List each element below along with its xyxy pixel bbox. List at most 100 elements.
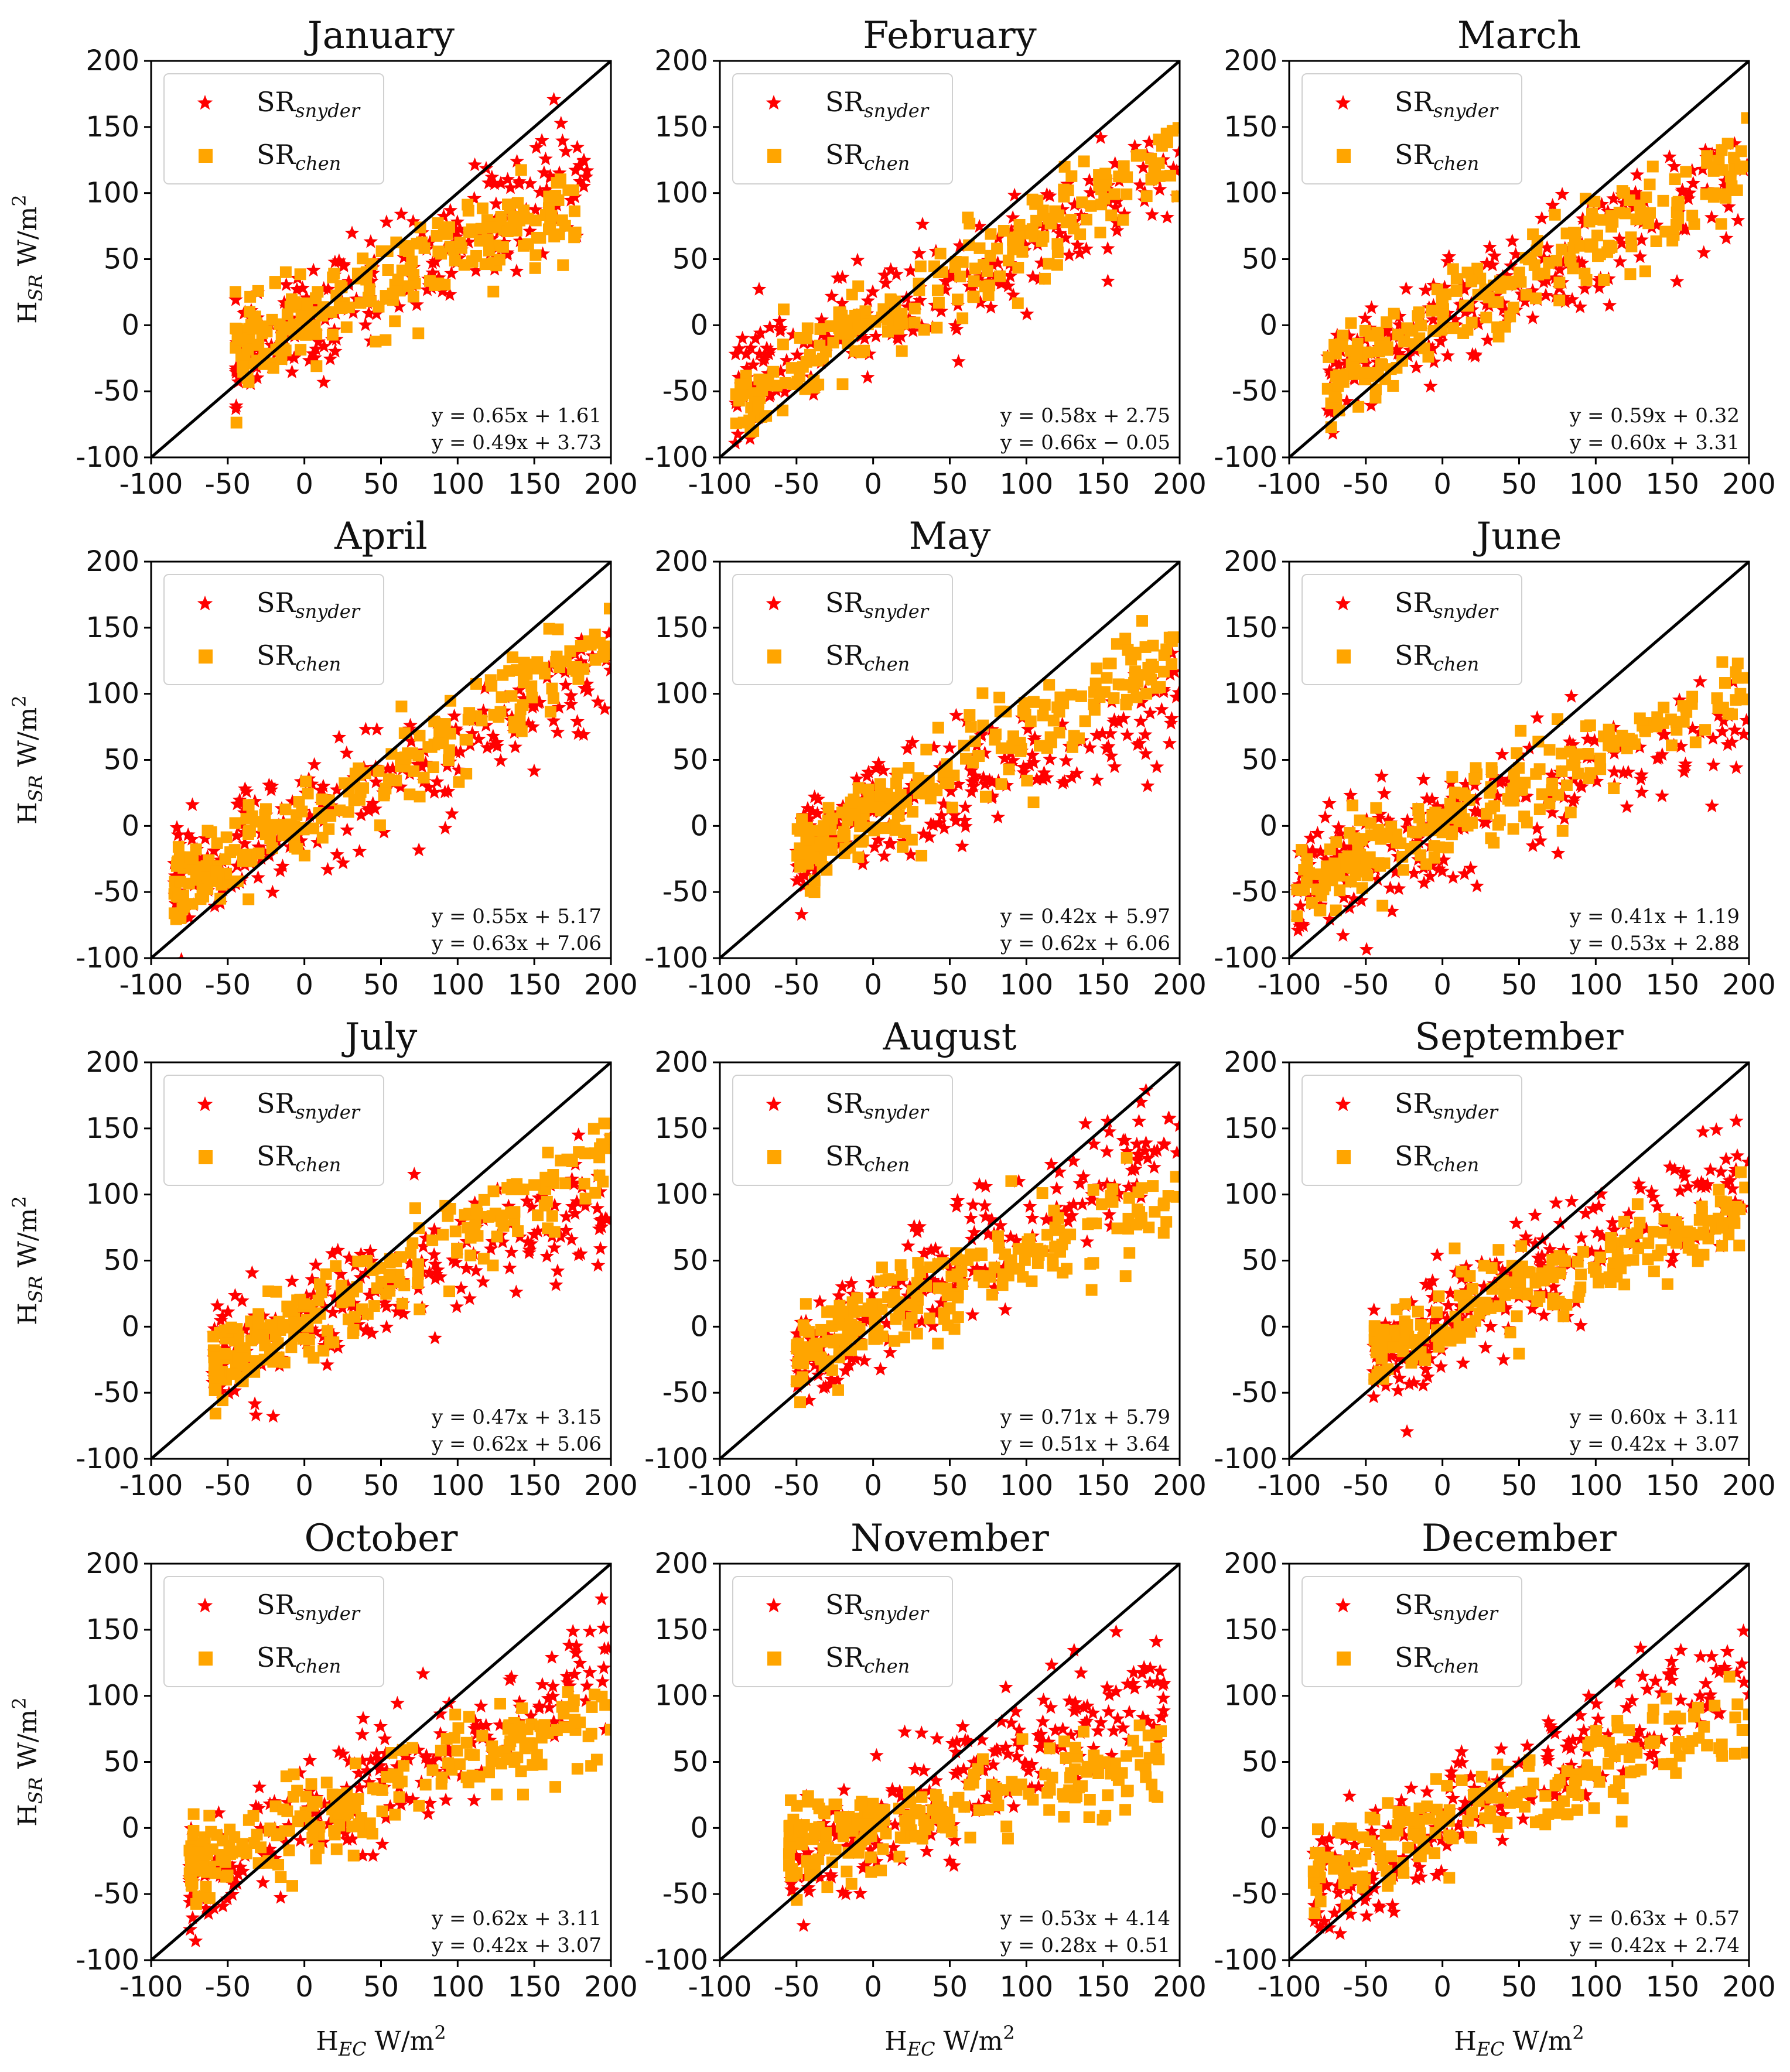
legend-label-chen: SRchen bbox=[257, 1140, 341, 1176]
chen-point bbox=[1027, 796, 1040, 809]
legend-square-icon bbox=[199, 1150, 213, 1164]
snyder-point bbox=[595, 1591, 609, 1605]
snyder-point bbox=[951, 354, 966, 368]
snyder-point bbox=[316, 339, 332, 353]
chen-point bbox=[846, 288, 858, 300]
chen-point bbox=[497, 241, 509, 253]
y-tick-label: -100 bbox=[1214, 942, 1277, 975]
chen-point bbox=[1450, 273, 1463, 285]
chen-point bbox=[912, 1257, 924, 1269]
chen-point bbox=[1094, 227, 1106, 239]
snyder-point bbox=[440, 784, 456, 798]
chen-point bbox=[898, 1331, 910, 1343]
chen-point bbox=[170, 913, 182, 925]
chen-point bbox=[962, 211, 974, 224]
snyder-point bbox=[436, 208, 451, 223]
chen-point bbox=[800, 332, 812, 344]
chen-point bbox=[1346, 854, 1358, 866]
snyder-point bbox=[802, 1393, 817, 1407]
chen-point bbox=[419, 1779, 432, 1791]
snyder-point bbox=[850, 252, 865, 267]
chen-point bbox=[1716, 1222, 1728, 1234]
chen-point bbox=[326, 1789, 339, 1801]
chen-point bbox=[453, 776, 465, 788]
snyder-point bbox=[1655, 788, 1669, 802]
snyder-point bbox=[1137, 727, 1153, 741]
snyder-point bbox=[1730, 213, 1745, 227]
snyder-point bbox=[897, 1724, 912, 1738]
snyder-point bbox=[1313, 844, 1328, 859]
snyder-point bbox=[966, 1225, 982, 1239]
x-tick-label: 100 bbox=[431, 969, 485, 1001]
x-tick-label: -50 bbox=[1343, 468, 1389, 501]
chen-point bbox=[836, 378, 849, 391]
chen-point bbox=[815, 854, 827, 867]
snyder-point bbox=[1677, 1169, 1692, 1184]
snyder-point bbox=[859, 768, 874, 782]
snyder-point bbox=[511, 682, 527, 696]
snyder-point bbox=[233, 1859, 248, 1873]
snyder-point bbox=[1729, 1113, 1744, 1127]
chen-point bbox=[1693, 1229, 1705, 1241]
snyder-point bbox=[509, 264, 524, 278]
chen-point bbox=[585, 1728, 597, 1740]
chen-point bbox=[1716, 1240, 1728, 1252]
chen-point bbox=[589, 1688, 601, 1701]
chen-point bbox=[307, 1800, 319, 1812]
chen-point bbox=[954, 271, 966, 283]
snyder-point bbox=[480, 740, 495, 754]
snyder-point bbox=[1416, 772, 1431, 786]
snyder-point bbox=[1044, 1157, 1059, 1171]
snyder-point bbox=[391, 299, 406, 313]
chen-point bbox=[957, 312, 969, 324]
snyder-point bbox=[1033, 1740, 1047, 1754]
snyder-point bbox=[568, 162, 583, 177]
chen-point bbox=[413, 1800, 425, 1812]
chen-point bbox=[411, 237, 423, 249]
chen-point bbox=[1348, 368, 1361, 380]
chen-point bbox=[1000, 1268, 1012, 1280]
chen-point bbox=[247, 1810, 259, 1822]
scatter-points bbox=[1366, 1113, 1749, 1438]
snyder-point bbox=[579, 676, 595, 690]
chen-point bbox=[1733, 1239, 1745, 1252]
snyder-point bbox=[425, 255, 440, 269]
snyder-point bbox=[1549, 1195, 1563, 1209]
chen-point bbox=[811, 1340, 823, 1352]
snyder-point bbox=[562, 1637, 577, 1652]
chen-point bbox=[1314, 904, 1327, 917]
snyder-point bbox=[1433, 1359, 1449, 1373]
snyder-point bbox=[790, 347, 805, 361]
snyder-point bbox=[945, 269, 960, 283]
snyder-point bbox=[902, 782, 917, 796]
snyder-point bbox=[524, 1236, 539, 1250]
equation-chen: y = 0.60x + 3.31 bbox=[1569, 431, 1740, 454]
snyder-point bbox=[489, 735, 504, 749]
snyder-point bbox=[168, 868, 183, 883]
chen-point bbox=[496, 691, 508, 703]
chen-point bbox=[1639, 725, 1651, 737]
snyder-point bbox=[772, 314, 787, 328]
snyder-point bbox=[842, 1358, 857, 1372]
chen-point bbox=[1589, 196, 1601, 208]
snyder-point bbox=[1057, 774, 1072, 788]
chen-point bbox=[1577, 1246, 1589, 1258]
snyder-point bbox=[330, 1243, 346, 1257]
snyder-point bbox=[858, 1858, 873, 1872]
snyder-point bbox=[1456, 1355, 1471, 1370]
chen-point bbox=[1553, 276, 1566, 289]
snyder-point bbox=[476, 703, 491, 717]
snyder-point bbox=[1446, 1317, 1460, 1331]
chen-point bbox=[801, 322, 814, 334]
snyder-point bbox=[926, 818, 941, 832]
chen-point bbox=[1594, 753, 1606, 765]
chen-point bbox=[568, 231, 580, 244]
chen-point bbox=[905, 1299, 917, 1311]
equation-chen: y = 0.66x − 0.05 bbox=[1000, 431, 1170, 454]
snyder-point bbox=[1132, 736, 1147, 750]
chen-point bbox=[405, 1247, 417, 1259]
snyder-point bbox=[422, 235, 438, 249]
snyder-point bbox=[1685, 721, 1700, 735]
snyder-point bbox=[1152, 182, 1167, 196]
y-tick-label: 150 bbox=[654, 111, 708, 143]
